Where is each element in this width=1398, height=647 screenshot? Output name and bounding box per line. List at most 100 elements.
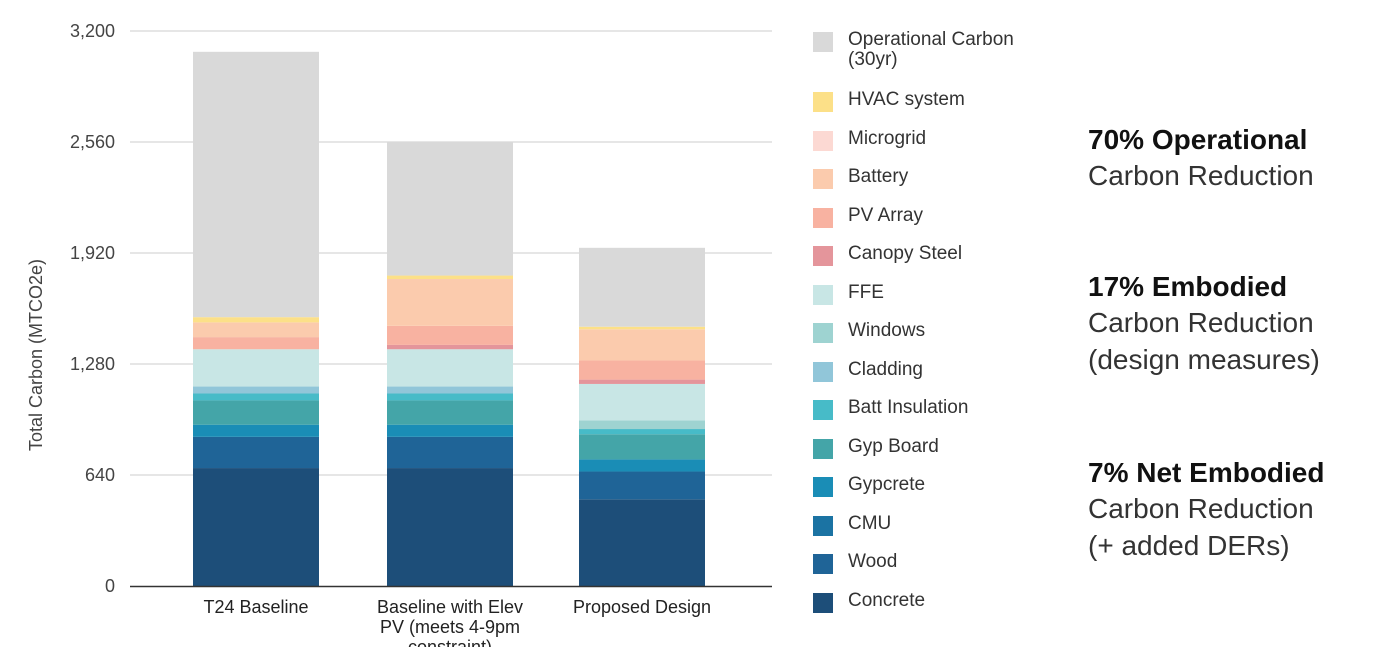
legend-label: Gypcrete (848, 474, 926, 495)
note-line: Carbon Reduction (1088, 493, 1314, 524)
bar-segment-batt-insulation (193, 393, 319, 401)
bar-segment-gypcrete (193, 424, 319, 437)
y-axis-ticks: 0 640 1,280 1,920 2,560 3,200 (70, 21, 115, 596)
legend-item: Wood (813, 552, 1058, 574)
note-headline: 17% Embodied (1088, 271, 1288, 302)
bar-segment-concrete (579, 499, 705, 586)
legend-item: Gyp Board (813, 437, 1058, 459)
bar-segment-wood (193, 436, 319, 469)
bar-segment-cladding (193, 386, 319, 394)
note-line: Carbon Reduction (1088, 160, 1314, 191)
bar-segment-gypcrete (579, 459, 705, 472)
legend-swatch (813, 477, 833, 497)
legend-label: Canopy Steel (848, 243, 963, 264)
bars (193, 51, 705, 586)
bar-segment-windows (579, 420, 705, 430)
legend-item: Windows (813, 321, 1058, 343)
bar-segment-batt-insulation (579, 429, 705, 435)
legend-swatch (813, 323, 833, 343)
bar-segment-battery (193, 322, 319, 338)
legend-swatch (813, 285, 833, 305)
legend-label: Battery (848, 166, 909, 187)
bar-segment-wood (579, 471, 705, 500)
legend-swatch (813, 92, 833, 112)
x-category-label: T24 Baseline (203, 597, 308, 617)
bar-segment-operational-carbon-30yr (387, 142, 513, 276)
note-line: (+ added DERs) (1088, 530, 1290, 561)
legend-label: Gyp Board (848, 436, 939, 457)
legend-label: Cladding (848, 359, 923, 380)
legend-item: FFE (813, 283, 1058, 305)
legend-label: Wood (848, 551, 898, 572)
legend-item: Batt Insulation (813, 398, 1058, 420)
bar-segment-batt-insulation (387, 393, 513, 401)
stacked-bar-chart: 0 640 1,280 1,920 2,560 3,200 Total Carbon (M… (26, 21, 772, 647)
bar-segment-concrete (193, 468, 319, 586)
legend-label: FFE (848, 282, 884, 303)
bar-segment-gypcrete (387, 424, 513, 437)
legend-swatch (813, 516, 833, 536)
legend-item: Gypcrete (813, 475, 1058, 497)
bar-segment-operational-carbon-30yr (193, 51, 319, 318)
legend-swatch (813, 400, 833, 420)
bar-segment-cladding (387, 386, 513, 394)
bar-segment-gyp-board (579, 434, 705, 460)
legend-swatch (813, 208, 833, 228)
legend-item: Concrete (813, 591, 1058, 613)
bar-segment-gyp-board (387, 400, 513, 425)
legend-label: CMU (848, 513, 892, 534)
bar-segment-pv-array (579, 360, 705, 380)
legend-swatch (813, 246, 833, 266)
legend-item: PV Array (813, 206, 1058, 228)
bar-segment-battery (387, 279, 513, 326)
legend-label: Microgrid (848, 128, 927, 149)
y-tick-label: 0 (105, 576, 115, 596)
x-category-label: constraint) (408, 637, 492, 647)
legend-label: HVAC system (848, 89, 965, 110)
bar-segment-concrete (387, 468, 513, 586)
y-tick-label: 1,280 (70, 354, 115, 374)
bar-segment-canopy-steel (387, 344, 513, 350)
net-embodied-reduction-note: 7% Net Embodied Carbon Reduction (+ adde… (1088, 456, 1388, 564)
legend-item: Cladding (813, 360, 1058, 382)
legend-item: Microgrid (813, 129, 1058, 151)
legend-item: Operational Carbon (30yr) (813, 30, 1058, 70)
y-tick-label: 640 (85, 465, 115, 485)
y-axis-label: Total Carbon (MTCO2e) (26, 259, 46, 451)
embodied-reduction-note: 17% Embodied Carbon Reduction (design me… (1088, 270, 1388, 378)
x-category-label: Baseline with Elev (377, 597, 523, 617)
y-tick-label: 2,560 (70, 132, 115, 152)
legend-label: PV Array (848, 205, 923, 226)
legend-swatch (813, 32, 833, 52)
bar-segment-hvac-system (193, 317, 319, 323)
x-category-label: Proposed Design (573, 597, 711, 617)
bar-segment-battery (579, 329, 705, 361)
legend-swatch (813, 131, 833, 151)
legend-swatch (813, 554, 833, 574)
note-headline: 70% Operational (1088, 124, 1308, 155)
note-headline: 7% Net Embodied (1088, 457, 1325, 488)
bar-segment-ffe (579, 383, 705, 421)
y-tick-label: 3,200 (70, 21, 115, 41)
bar-segment-gyp-board (193, 400, 319, 425)
legend-swatch (813, 593, 833, 613)
x-category-label: PV (meets 4-9pm (380, 617, 520, 637)
operational-reduction-note: 70% Operational Carbon Reduction (1088, 123, 1388, 194)
legend-item: Canopy Steel (813, 244, 1058, 266)
legend-item: HVAC system (813, 90, 1058, 112)
bar-segment-hvac-system (387, 275, 513, 280)
legend-swatch (813, 169, 833, 189)
legend-item: Battery (813, 167, 1058, 189)
bar-segment-operational-carbon-30yr (579, 247, 705, 327)
note-line: (design measures) (1088, 344, 1320, 375)
legend-label: Operational Carbon (30yr) (848, 29, 1014, 70)
bar-segment-pv-array (387, 325, 513, 345)
legend-label: Windows (848, 320, 926, 341)
legend-swatch (813, 439, 833, 459)
bar-segment-hvac-system (579, 326, 705, 330)
bar-segment-ffe (387, 349, 513, 387)
legend-label: Concrete (848, 590, 926, 611)
bar-segment-wood (387, 436, 513, 469)
legend-item: CMU (813, 514, 1058, 536)
